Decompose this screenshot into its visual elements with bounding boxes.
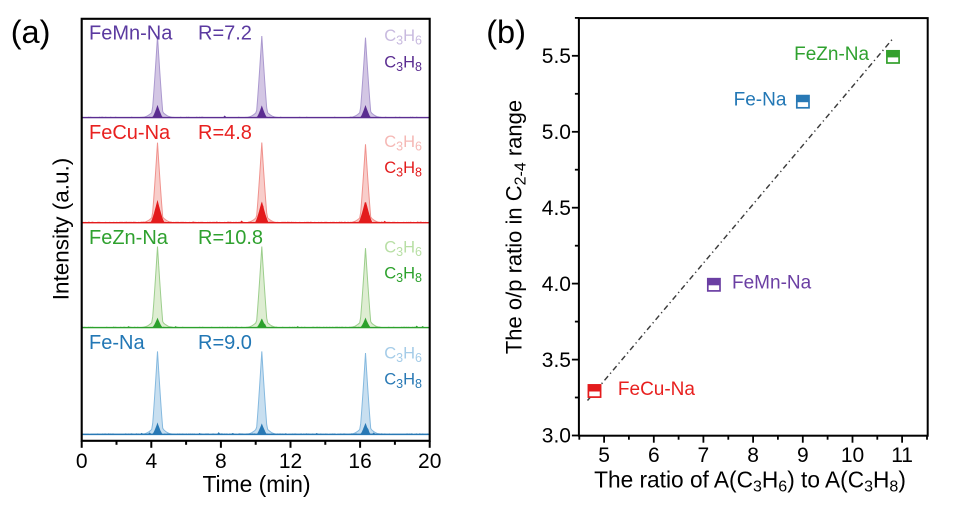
svg-text:3.0: 3.0 <box>542 425 571 448</box>
svg-text:8: 8 <box>215 450 227 473</box>
svg-text:FeCu-Na: FeCu-Na <box>618 379 696 400</box>
svg-text:FeMn-Na: FeMn-Na <box>732 273 812 294</box>
svg-text:9: 9 <box>797 444 809 467</box>
svg-text:R=10.8: R=10.8 <box>198 227 263 249</box>
svg-text:FeCu-Na: FeCu-Na <box>89 122 171 144</box>
svg-text:11: 11 <box>891 444 913 467</box>
svg-text:7: 7 <box>698 444 710 467</box>
svg-text:The o/p ratio in C2-4 range: The o/p ratio in C2-4 range <box>502 100 530 354</box>
svg-text:20: 20 <box>418 450 441 473</box>
svg-text:C3H6: C3H6 <box>384 27 422 48</box>
svg-text:C3H6: C3H6 <box>384 345 422 366</box>
svg-text:6: 6 <box>648 444 660 467</box>
svg-text:C3H6: C3H6 <box>384 133 422 154</box>
svg-text:10: 10 <box>841 444 864 467</box>
svg-text:R=9.0: R=9.0 <box>198 332 252 354</box>
svg-text:4: 4 <box>145 450 157 473</box>
svg-text:5.0: 5.0 <box>542 121 571 144</box>
svg-text:5.5: 5.5 <box>542 45 571 68</box>
svg-text:16: 16 <box>348 450 371 473</box>
svg-text:FeMn-Na: FeMn-Na <box>89 23 173 45</box>
svg-text:3.5: 3.5 <box>542 349 571 372</box>
svg-text:5: 5 <box>598 444 610 467</box>
svg-text:Intensity (a.u.): Intensity (a.u.) <box>49 158 74 301</box>
svg-text:C3H6: C3H6 <box>384 239 422 260</box>
svg-text:C3H8: C3H8 <box>384 265 422 286</box>
svg-text:FeZn-Na: FeZn-Na <box>794 44 869 65</box>
svg-text:FeZn-Na: FeZn-Na <box>89 227 169 249</box>
svg-text:R=7.2: R=7.2 <box>198 23 252 45</box>
svg-text:C3H8: C3H8 <box>384 54 422 75</box>
svg-text:C3H8: C3H8 <box>384 159 422 180</box>
svg-text:Fe-Na: Fe-Na <box>734 90 787 111</box>
svg-text:(a): (a) <box>11 14 51 50</box>
svg-text:4.0: 4.0 <box>542 273 571 296</box>
svg-text:R=4.8: R=4.8 <box>198 122 252 144</box>
svg-text:8: 8 <box>747 444 759 467</box>
svg-text:Fe-Na: Fe-Na <box>89 332 145 354</box>
svg-text:0: 0 <box>76 450 88 473</box>
svg-text:(b): (b) <box>486 14 526 50</box>
svg-text:The ratio of A(C3H6) to A(C3H8: The ratio of A(C3H6) to A(C3H8) <box>594 467 906 496</box>
svg-text:4.5: 4.5 <box>542 197 571 220</box>
svg-text:12: 12 <box>279 450 302 473</box>
svg-text:Time (min): Time (min) <box>202 471 310 497</box>
svg-text:C3H8: C3H8 <box>384 371 422 392</box>
